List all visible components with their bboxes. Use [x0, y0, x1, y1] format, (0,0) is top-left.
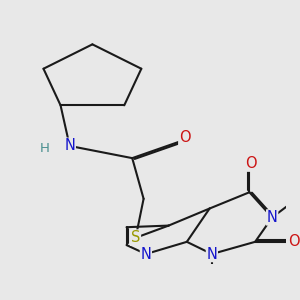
- Text: O: O: [245, 156, 257, 171]
- Text: N: N: [64, 138, 75, 153]
- Text: N: N: [64, 138, 75, 153]
- Text: O: O: [289, 234, 300, 249]
- Text: N: N: [206, 247, 217, 262]
- Text: O: O: [179, 130, 191, 145]
- Text: S: S: [131, 230, 140, 245]
- Text: N: N: [267, 210, 278, 225]
- Text: O: O: [179, 130, 191, 145]
- Text: H: H: [40, 142, 50, 155]
- Text: O: O: [245, 156, 257, 171]
- Text: N: N: [140, 247, 151, 262]
- Text: O: O: [289, 234, 300, 249]
- Text: S: S: [131, 230, 140, 245]
- Text: H: H: [40, 142, 50, 155]
